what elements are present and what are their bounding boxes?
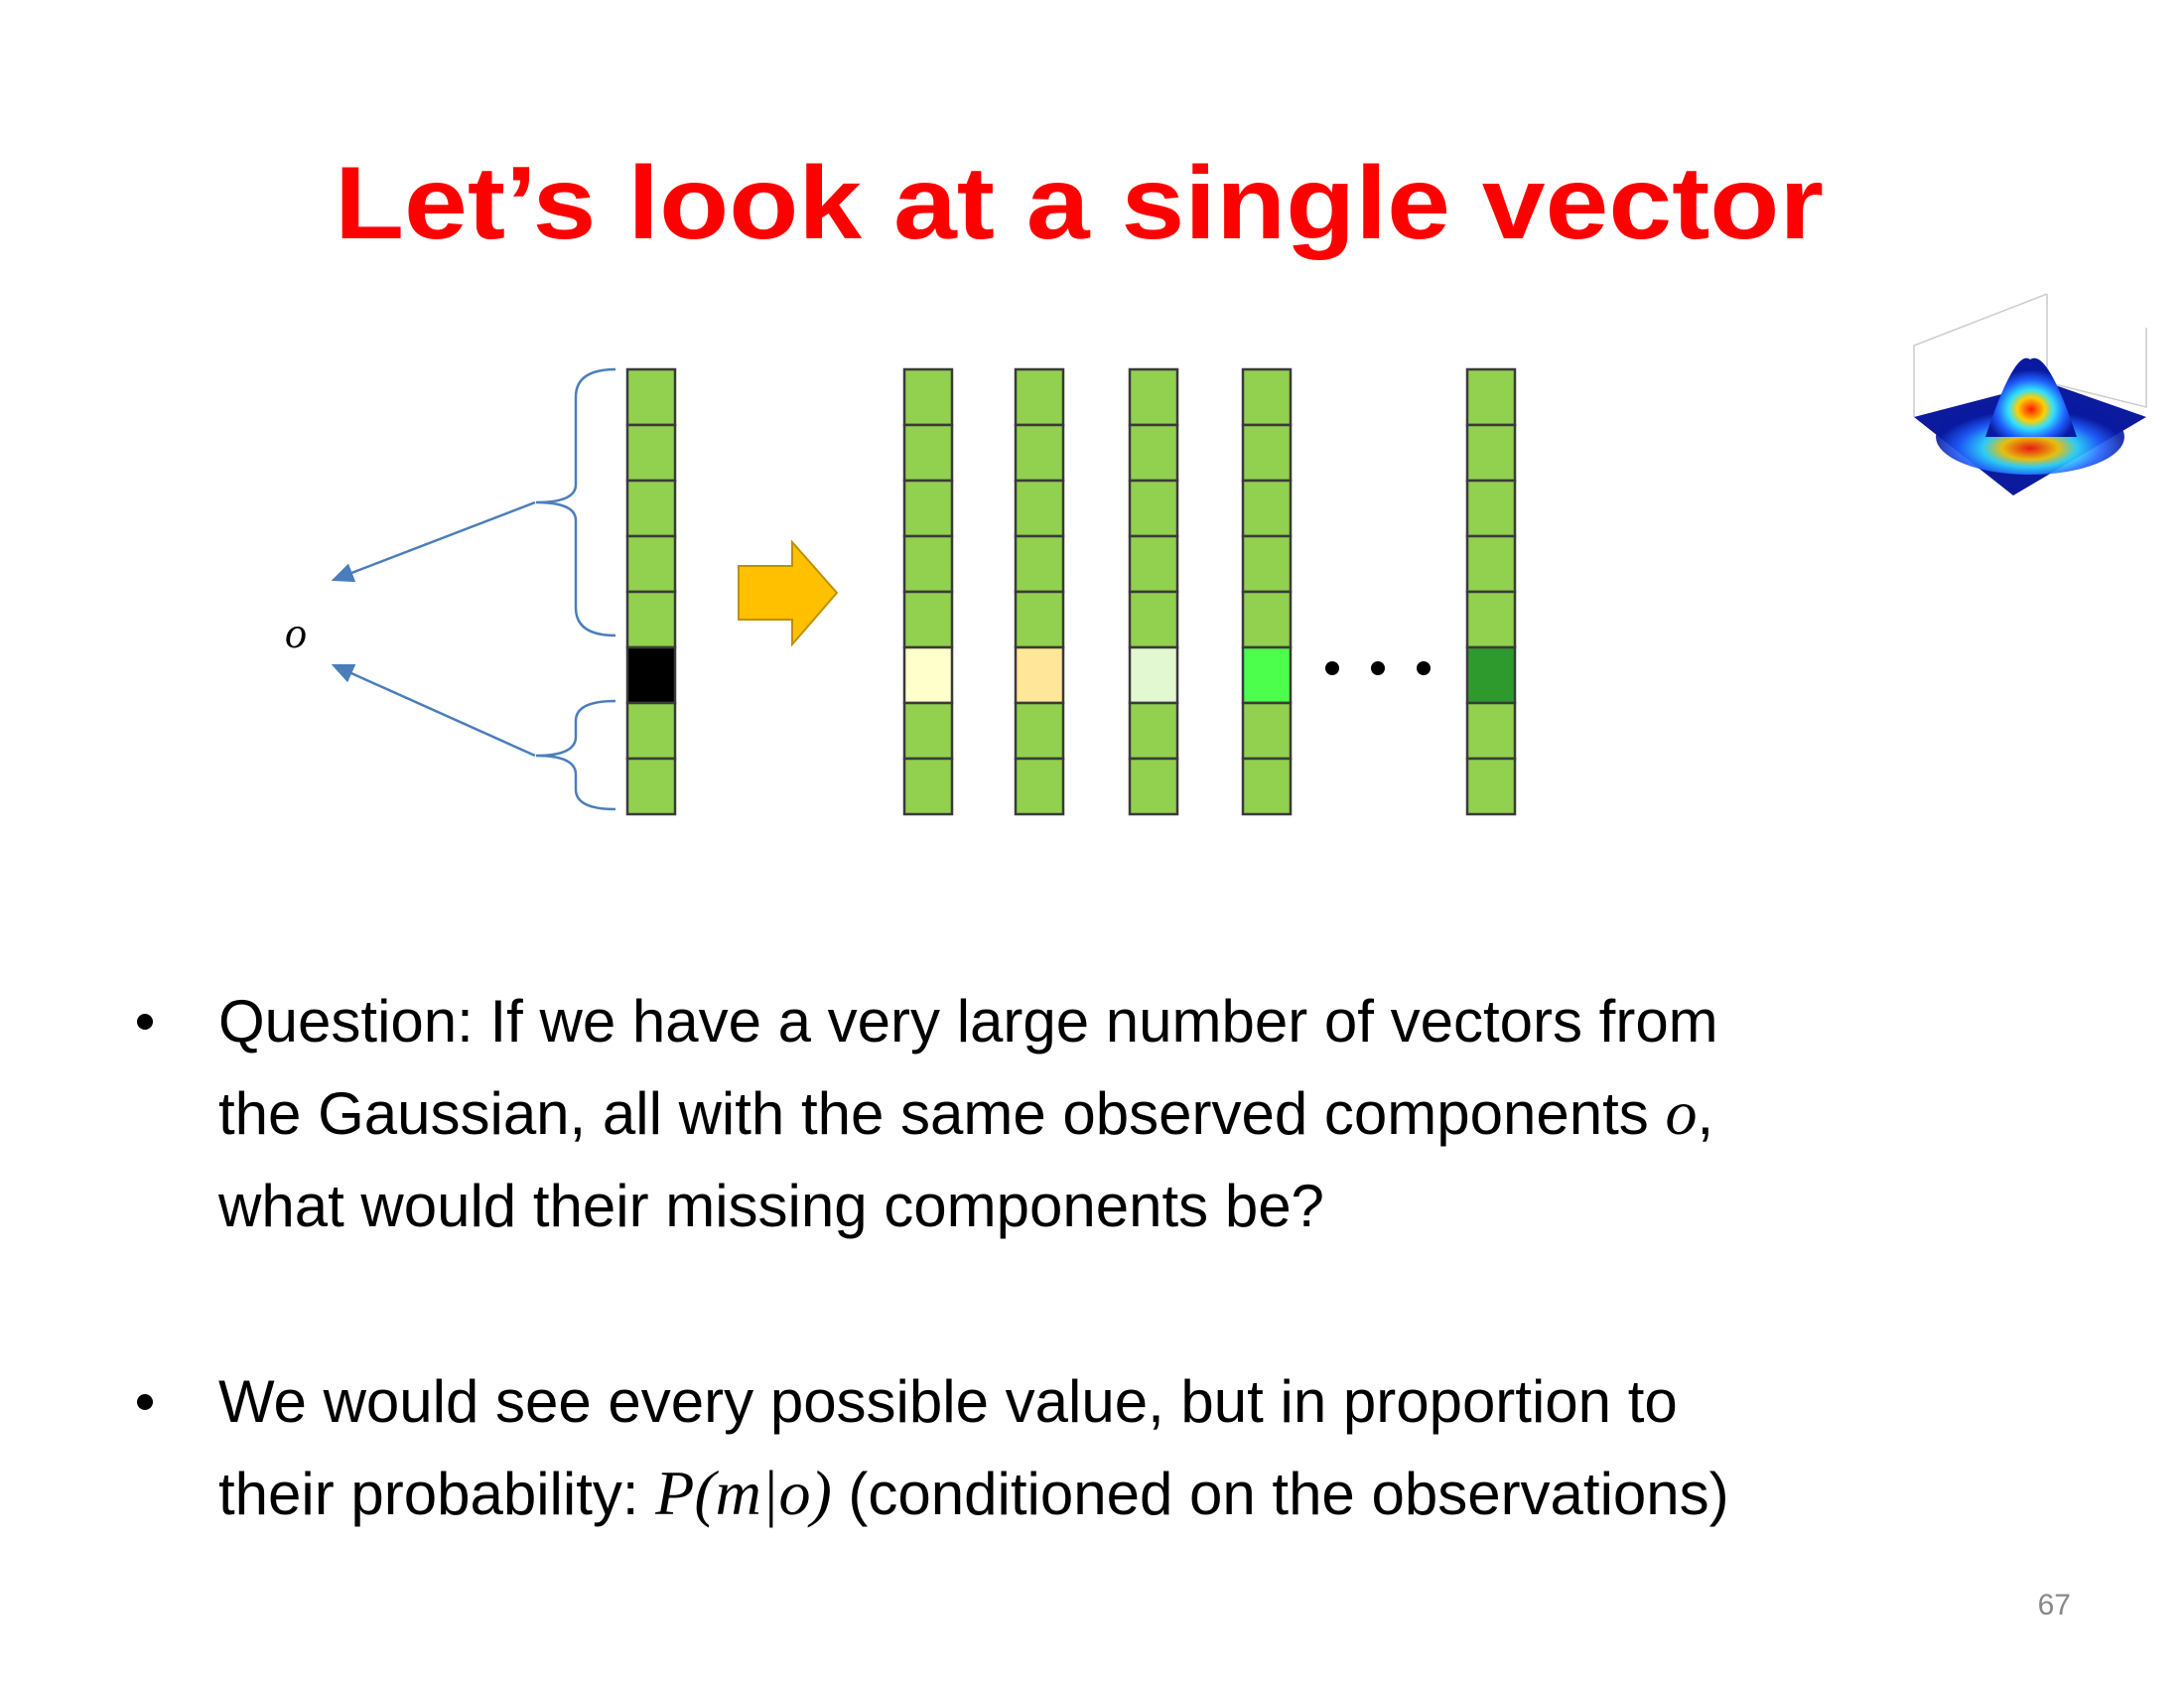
- bullet-line: their probability: P(m|o) (conditioned o…: [218, 1458, 1729, 1528]
- vector-cell: [1014, 479, 1065, 538]
- vector-cell: [625, 590, 677, 649]
- vector-cell: [625, 367, 677, 427]
- vector-cell: [1465, 757, 1517, 816]
- vector-cell: [1128, 645, 1179, 705]
- vector-cell: [1128, 701, 1179, 761]
- text-run: ,: [1697, 1080, 1713, 1147]
- vector-cell: [625, 645, 677, 705]
- vector-cell: [1241, 645, 1293, 705]
- vector-cell: [1014, 590, 1065, 649]
- text-run: (conditioned on the observations): [832, 1461, 1729, 1527]
- vector-cell: [902, 423, 954, 483]
- bullet-line: We would see every possible value, but i…: [218, 1368, 1678, 1435]
- vector-cell: [1128, 367, 1179, 427]
- vector-cell: [1241, 479, 1293, 538]
- vector-cell: [1465, 479, 1517, 538]
- math-text: P(m|o): [654, 1458, 832, 1528]
- text-run: what would their missing components be?: [217, 1173, 1324, 1239]
- arrow: [331, 663, 536, 758]
- arrow: [331, 500, 536, 583]
- vector-cell: [1241, 367, 1293, 427]
- vector-cell: [1241, 534, 1293, 594]
- bullet-dot: [137, 1394, 153, 1410]
- bullet-dot: [137, 1014, 153, 1030]
- vector-cell: [1128, 423, 1179, 483]
- block-arrow: [738, 539, 839, 647]
- vector-cell: [1014, 534, 1065, 594]
- vector-cell: [1014, 367, 1065, 427]
- vector-cell: [1241, 423, 1293, 483]
- vector-cell: [902, 590, 954, 649]
- observed-label: o: [285, 609, 307, 657]
- text-run: Question: If we have a very large number…: [218, 988, 1718, 1055]
- slide-title: Let’s look at a single vector: [335, 146, 1824, 261]
- vector-cell: [1465, 590, 1517, 649]
- vector-cell: [1465, 423, 1517, 483]
- vector-cell: [1465, 534, 1517, 594]
- text-run: the Gaussian, all with the same observed…: [218, 1080, 1665, 1147]
- vector-cell: [1014, 645, 1065, 705]
- ellipsis-dot: [1371, 661, 1385, 675]
- vector-cell: [1128, 590, 1179, 649]
- vector-cell: [902, 367, 954, 427]
- math-text: o: [1665, 1077, 1697, 1148]
- vector-cell: [1128, 534, 1179, 594]
- vector-cell: [625, 423, 677, 483]
- vector-cell: [1128, 479, 1179, 538]
- vector-cell: [902, 701, 954, 761]
- vector-cell: [625, 701, 677, 761]
- brace: [535, 699, 616, 811]
- vector-cell: [1465, 367, 1517, 427]
- vector-cell: [1241, 590, 1293, 649]
- vector-cell: [625, 479, 677, 538]
- vector-cell: [902, 534, 954, 594]
- bullet-line: what would their missing components be?: [217, 1173, 1324, 1239]
- vector-cell: [625, 534, 677, 594]
- vector-cell: [902, 645, 954, 705]
- ellipsis-dot: [1417, 661, 1431, 675]
- vector-cell: [902, 479, 954, 538]
- vector-cell: [1465, 701, 1517, 761]
- page-number: 67: [2038, 1589, 2071, 1621]
- vector-cell: [1465, 645, 1517, 705]
- vector-cell: [1014, 757, 1065, 816]
- vector-cell: [625, 757, 677, 816]
- text-run: their probability:: [218, 1461, 655, 1527]
- gaussian-plot: [1913, 293, 2147, 495]
- vector-cell: [902, 757, 954, 816]
- vector-cell: [1241, 701, 1293, 761]
- vector-cell: [1241, 757, 1293, 816]
- ellipsis-dot: [1325, 661, 1339, 675]
- brace: [535, 367, 616, 637]
- vector-cell: [1128, 757, 1179, 816]
- text-run: We would see every possible value, but i…: [218, 1368, 1678, 1435]
- vector-cell: [1014, 423, 1065, 483]
- bullet-line: the Gaussian, all with the same observed…: [218, 1077, 1713, 1148]
- bullet-line: Question: If we have a very large number…: [218, 988, 1718, 1055]
- vector-cell: [1014, 701, 1065, 761]
